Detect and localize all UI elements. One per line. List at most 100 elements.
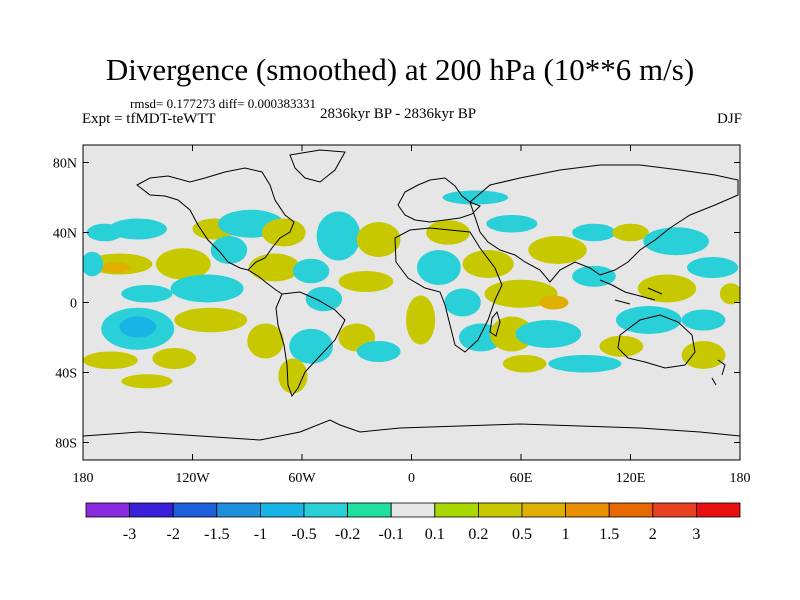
y-tick-label: 40N: [53, 227, 77, 242]
y-axis: 80N 40N 0 40S 80S: [53, 157, 740, 452]
anomaly-region-32: [444, 288, 481, 317]
anomaly-region-20: [174, 307, 248, 333]
anomaly-region-44: [572, 265, 616, 287]
stats-line: rmsd= 0.177273 diff= 0.000383331: [130, 96, 316, 111]
anomaly-region-45: [572, 223, 616, 242]
anomaly-region-50: [615, 306, 682, 334]
colorbar-swatch-12: [608, 502, 654, 518]
anomaly-region-22: [152, 348, 197, 369]
anomaly-region-17: [305, 286, 343, 312]
anomaly-region-28: [356, 341, 401, 362]
x-tick-label: 0: [408, 471, 415, 486]
anomaly-field-layer: [83, 190, 740, 394]
y-tick-label: 40S: [55, 367, 77, 382]
coastline-layer: [83, 149, 740, 441]
x-axis: 180 120W 60W 0 60E 120E 180: [73, 145, 751, 486]
anomaly-region-9: [170, 274, 244, 303]
coast-africa: [394, 227, 503, 353]
colorbar-level-label: 0.2: [468, 526, 488, 543]
colorbar-swatch-3: [216, 502, 261, 518]
colorbar-swatch-5: [303, 502, 348, 518]
colorbar-level-label: -0.1: [379, 526, 404, 543]
anomaly-region-51: [599, 335, 644, 357]
x-tick-label: 120E: [616, 471, 646, 486]
colorbar-level-label: -1.5: [204, 526, 229, 543]
colorbar-swatch-11: [565, 502, 610, 518]
coast-europe: [397, 177, 481, 223]
colorbar-swatch-13: [652, 502, 697, 518]
anomaly-region-30: [426, 220, 470, 245]
coast-antarctica: [83, 419, 740, 441]
anomaly-region-40: [515, 320, 582, 348]
coast-madagascar: [489, 310, 501, 337]
coast-central-america: [247, 269, 283, 295]
anomaly-region-21: [83, 351, 138, 369]
experiment-label: Expt = tfMDT-teWTT: [82, 111, 216, 127]
anomaly-region-49: [637, 274, 697, 303]
colorbar-level-label: -0.5: [291, 526, 316, 543]
y-tick-label: 80N: [53, 157, 77, 172]
colorbar-swatch-2: [172, 502, 218, 518]
coast-greenland: [289, 149, 346, 183]
anomaly-region-42: [548, 355, 622, 373]
period-label: 2836kyr BP - 2836kyr BP: [320, 106, 477, 122]
anomaly-region-26: [278, 358, 308, 394]
coast-australia: [617, 314, 696, 369]
anomaly-region-52: [681, 341, 726, 369]
x-tick-label: 60E: [510, 471, 533, 486]
anomaly-region-23: [121, 374, 173, 389]
anomaly-region-29: [406, 295, 436, 345]
colorbar-level-label: 2: [649, 526, 657, 543]
anomaly-region-2: [156, 248, 211, 280]
anomaly-region-5: [83, 251, 104, 277]
colorbar-level-label: 3: [692, 526, 700, 543]
colorbar-swatch-1: [129, 502, 174, 518]
coast-north-america: [136, 167, 295, 271]
anomaly-region-36: [484, 279, 558, 308]
anomaly-region-54: [719, 283, 740, 305]
anomaly-region-33: [462, 250, 514, 278]
anomaly-region-13: [292, 258, 330, 284]
colorbar-level-label: 1.5: [599, 526, 619, 543]
colorbar-swatch-9: [477, 502, 523, 518]
anomaly-region-31: [416, 250, 461, 285]
coast-southeast-asia: [599, 279, 663, 305]
colorbar-level-label: -2: [167, 526, 180, 543]
colorbar-level-label: -3: [123, 526, 136, 543]
colorbar-level-label: 0.5: [512, 526, 532, 543]
coast-asia: [469, 164, 739, 283]
anomaly-region-53: [681, 309, 726, 331]
x-tick-label: 180: [73, 471, 94, 486]
colorbar: -3 -2 -1.5 -1 -0.5 -0.2 -0.1 0.1 0.2 0.5 1 1.5 2 3: [85, 502, 741, 543]
coast-new-zealand: [711, 359, 726, 386]
y-tick-label: 80S: [55, 437, 77, 452]
colorbar-swatch-14: [696, 502, 741, 518]
anomaly-region-46: [612, 223, 649, 242]
y-tick-label: 0: [70, 297, 77, 312]
colorbar-swatch-4: [259, 502, 305, 518]
season-label: DJF: [716, 111, 742, 127]
anomaly-region-15: [356, 222, 401, 257]
chart-title: Divergence (smoothed) at 200 hPa (10**6 …: [105, 52, 695, 87]
anomaly-region-1: [101, 262, 131, 273]
colorbar-level-label: 1: [562, 526, 570, 543]
anomaly-region-8: [261, 218, 306, 247]
anomaly-region-12: [249, 253, 301, 282]
x-tick-label: 120W: [175, 471, 210, 486]
anomaly-region-25: [289, 328, 334, 364]
anomaly-region-11: [210, 236, 248, 264]
colorbar-level-label: -1: [254, 526, 267, 543]
colorbar-swatch-10: [521, 502, 566, 518]
colorbar-swatch-0: [85, 502, 130, 518]
anomaly-region-3: [108, 218, 167, 240]
anomaly-region-19: [119, 316, 156, 338]
anomaly-region-47: [643, 227, 709, 256]
anomaly-region-14: [316, 211, 361, 261]
anomaly-region-16: [338, 271, 394, 292]
anomaly-region-34: [486, 215, 538, 233]
colorbar-level-label: -0.2: [335, 526, 360, 543]
anomaly-region-37: [539, 295, 569, 310]
colorbar-swatch-7: [390, 502, 436, 518]
colorbar-swatch-6: [347, 502, 392, 518]
